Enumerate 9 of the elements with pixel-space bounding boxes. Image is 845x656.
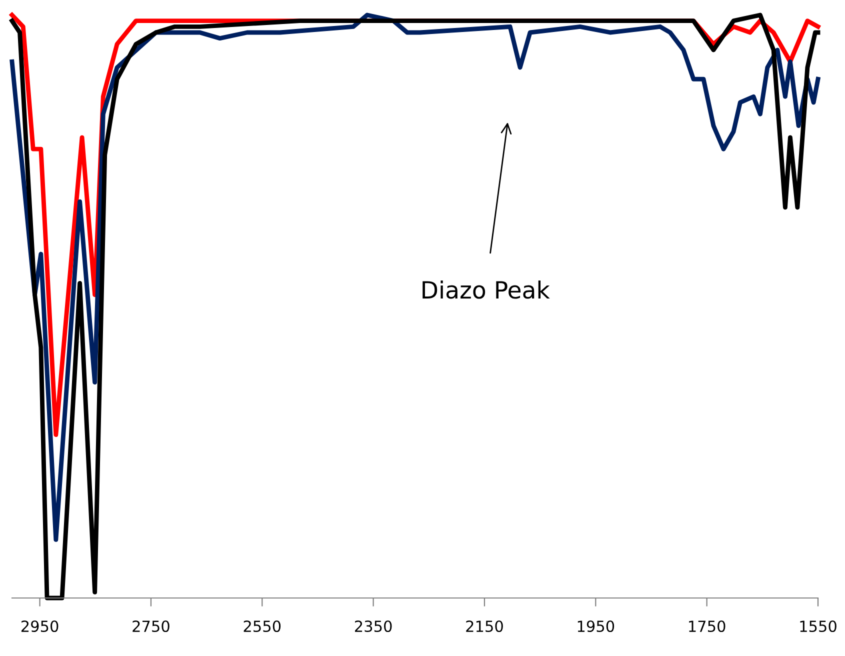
x-tick-label: 2350: [354, 620, 392, 632]
annotation: Diazo Peak: [422, 280, 550, 299]
x-tick-label: 1750: [689, 620, 726, 632]
x-tick-label: 1950: [578, 620, 614, 632]
x-tick-label: 2550: [244, 620, 281, 632]
x-tick-label: 2150: [466, 620, 503, 632]
x-tick-label: 2750: [132, 620, 170, 632]
x-tick-label: 1550: [800, 620, 836, 632]
x-tick-label: 2950: [21, 620, 58, 632]
